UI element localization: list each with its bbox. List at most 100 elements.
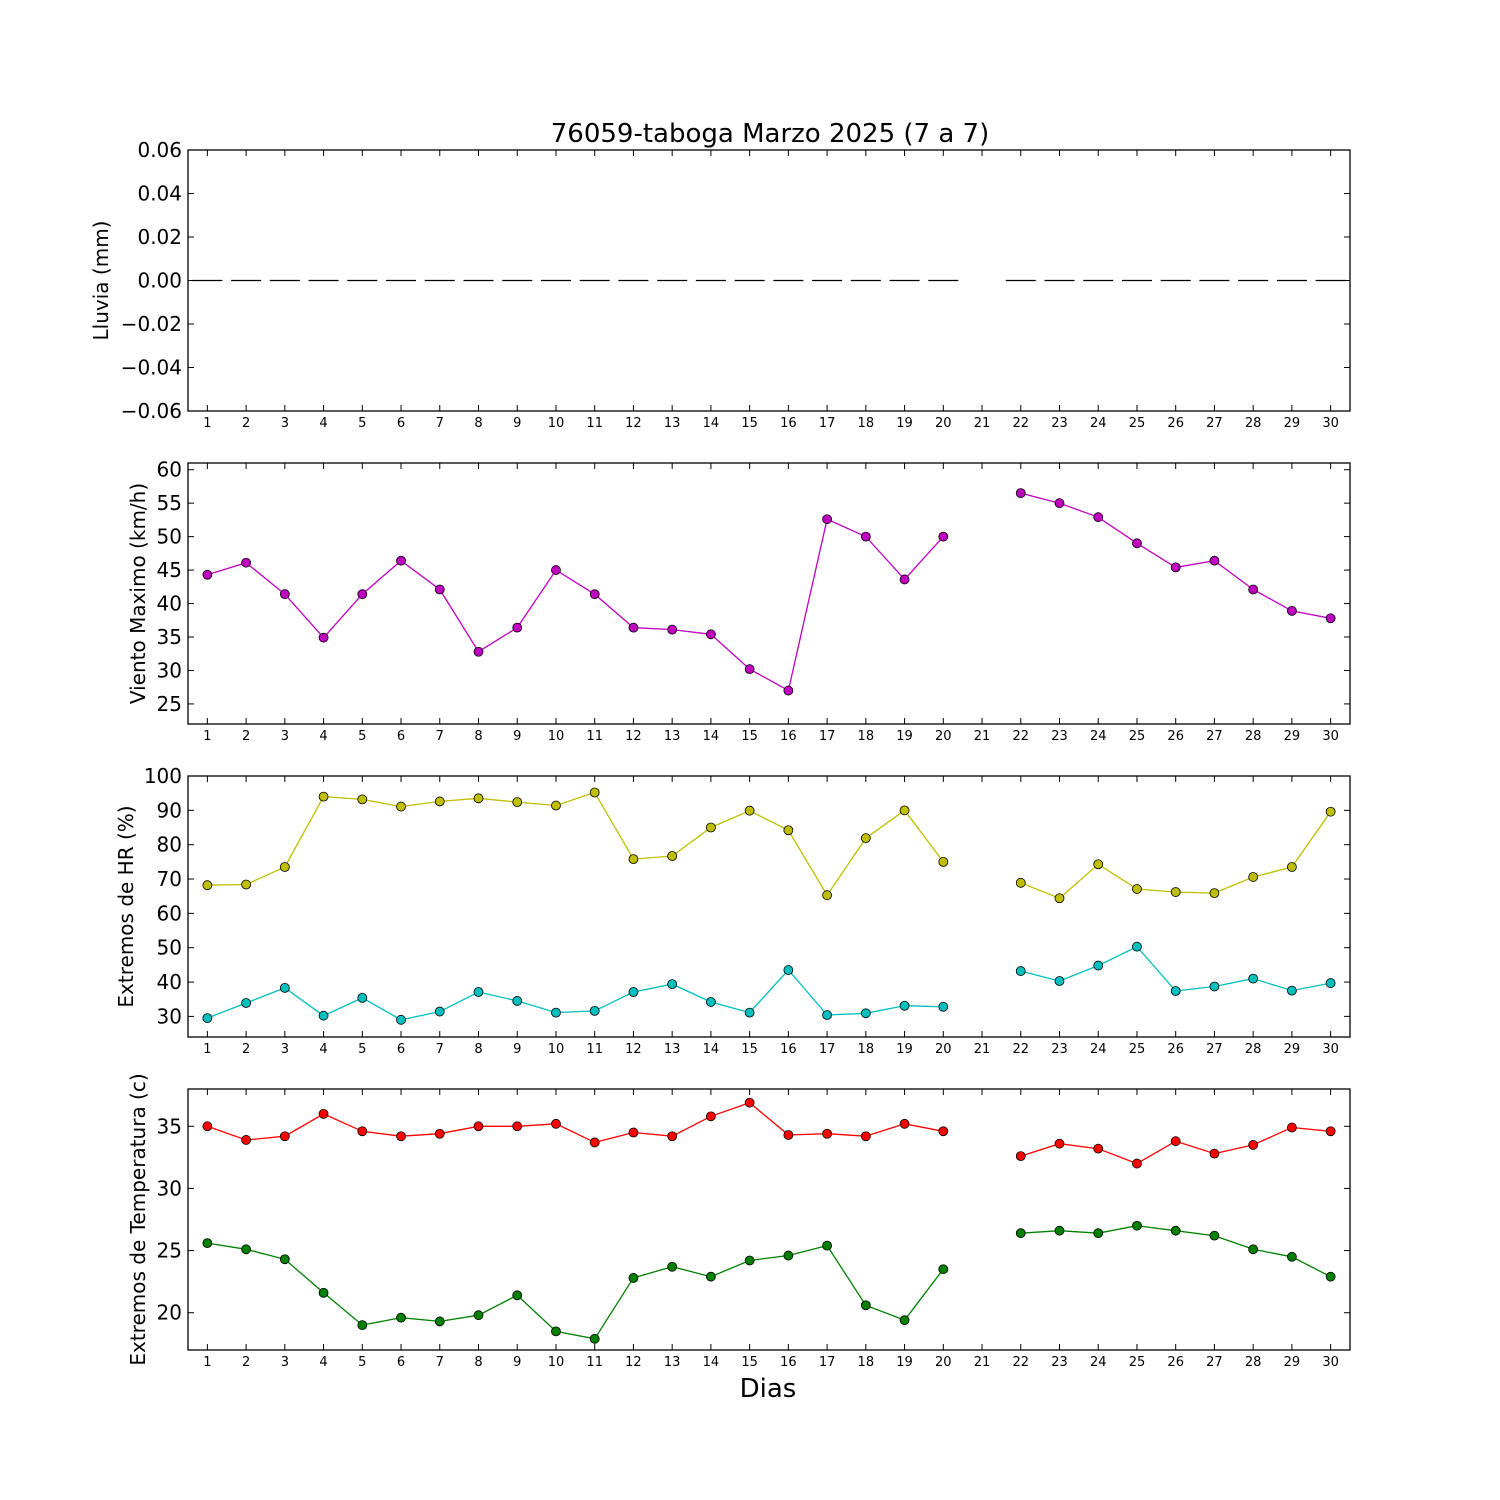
wind-series-0-point [706,629,716,640]
humidity-series-0-point [938,856,949,867]
humidity-ytick-label: 100 [144,764,182,788]
wind-xtick-label: 11 [586,729,603,744]
rain-xtick-label: 20 [935,416,952,431]
humidity-series-0-point [1170,887,1181,897]
temperature-series-1-point [667,1261,678,1272]
humidity-xtick-label: 13 [664,1042,681,1057]
wind-ytick-label: 60 [157,458,182,482]
humidity-series-1-point [1093,960,1104,971]
wind-series-0-line [1020,492,1331,619]
humidity-series-0-line [207,791,944,897]
wind-ytick-label: 25 [157,692,182,716]
humidity-series-1-point [1325,978,1336,988]
wind-xtick-label: 4 [319,729,327,744]
rain-xtick-label: 5 [358,416,366,431]
rain-xtick-label: 23 [1051,416,1068,431]
humidity-series-0-point [241,879,252,890]
temperature-series-1-point [899,1315,910,1326]
humidity-xtick-label: 6 [397,1042,405,1057]
rain-xtick-label: 14 [703,416,720,431]
humidity-series-0-point [860,833,871,844]
humidity-series-1-point [473,987,484,997]
temperature-series-0-point [279,1131,290,1142]
humidity-series-1-line [207,969,944,1021]
humidity-series-1-point [860,1008,871,1019]
rain-xtick-label: 6 [397,416,405,431]
humidity-series-1-point [512,996,523,1006]
humidity-series-1-point [396,1014,406,1025]
temperature-xtick-label: 6 [397,1355,405,1370]
humidity-series-1-point [1209,981,1220,992]
temperature-xtick-label: 12 [625,1355,642,1370]
temperature-series-1-point [1287,1251,1297,1262]
temperature-series-0-point [860,1131,871,1142]
wind-xtick-label: 14 [703,729,720,744]
temperature-series-1-point [318,1287,329,1298]
humidity-ytick-label: 40 [157,970,182,994]
wind-series-0-point [1325,613,1336,624]
wind-series-0-point [396,555,406,566]
temperature-series-0-point [1248,1140,1259,1150]
wind-series-0-point [938,531,949,542]
wind-series-0-point [318,632,329,643]
temperature-series-0-point [628,1127,639,1138]
x-axis-title: Dias [740,1374,797,1404]
temperature-series-0-point [396,1131,406,1142]
temperature-series-0-point [318,1108,329,1119]
rain-xtick-label: 8 [474,416,482,431]
rain-panel: −0.06−0.04−0.020.000.020.040.061 2 3 4 5 6 7 8 9… [89,138,1351,431]
temperature-xtick-label: 20 [935,1355,952,1370]
temperature-series-0-point [899,1118,910,1129]
rain-xtick-label: 7 [436,416,444,431]
wind-series-0-point [1209,555,1220,566]
humidity-series-0-point [318,791,329,802]
temperature-series-0-line [207,1101,944,1144]
temperature-series-1-point [551,1326,561,1337]
temperature-series-1-point [1015,1228,1026,1239]
humidity-ytick-label: 90 [157,798,182,822]
temperature-plot-frame [187,1088,1351,1351]
temperature-series-0-point [551,1118,561,1129]
temperature-series-0-point [1015,1151,1026,1162]
rain-xtick-label: 9 [513,416,521,431]
rain-xtick-label: 11 [586,416,603,431]
wind-series-0-point [279,589,290,600]
rain-xtick-label: 19 [896,416,913,431]
wind-xtick-label: 9 [513,729,521,744]
temperature-series-0-point [473,1121,484,1132]
wind-xtick-label: 16 [780,729,797,744]
humidity-xtick-label: 10 [548,1042,565,1057]
wind-xtick-label: 13 [664,729,681,744]
humidity-series-0-point [1093,859,1104,870]
humidity-xtick-label: 12 [625,1042,642,1057]
rain-xtick-label: 1 [203,416,211,431]
humidity-xtick-label: 9 [513,1042,521,1057]
temperature-series-0-point [1093,1143,1104,1154]
temperature-xtick-label: 22 [1012,1355,1029,1370]
wind-series-0-point [434,584,445,595]
wind-xtick-label: 23 [1051,729,1068,744]
temperature-series-1-point [783,1250,794,1261]
wind-xtick-label: 2 [242,729,250,744]
temperature-series-0-point [512,1121,523,1132]
wind-series-0-point [744,664,755,675]
humidity-series-1-point [241,998,252,1008]
humidity-xtick-label: 30 [1322,1042,1339,1057]
wind-xtick-label: 24 [1090,729,1107,744]
humidity-series-0-point [822,890,832,901]
temperature-series-1-point [473,1310,484,1321]
temperature-series-0-point [744,1097,755,1108]
temperature-series-1-point [938,1264,949,1275]
humidity-xtick-label: 4 [319,1042,327,1057]
temperature-series-1-line [207,1242,944,1340]
wind-ytick-label: 35 [157,625,182,649]
wind-series-0-point [589,589,600,600]
temperature-xtick-label: 5 [358,1355,366,1370]
humidity-xtick-label: 24 [1090,1042,1107,1057]
temperature-xtick-label: 30 [1322,1355,1339,1370]
wind-series-0-point [202,569,213,580]
wind-series-0-point [822,514,832,525]
temperature-series-0-point [822,1128,832,1139]
humidity-series-1-point [744,1007,755,1018]
